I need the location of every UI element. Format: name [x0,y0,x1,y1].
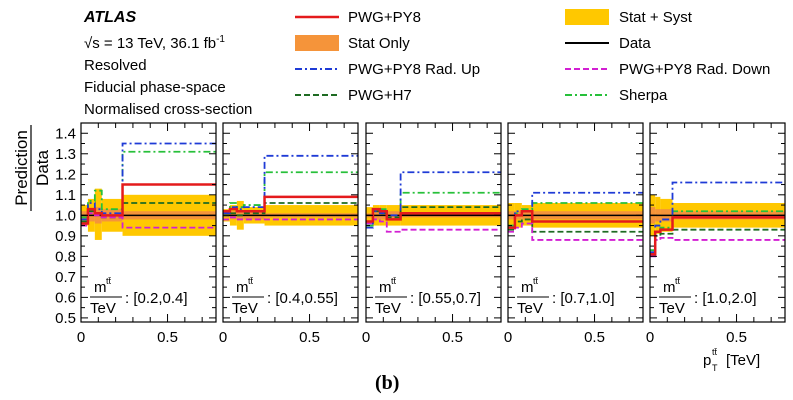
slice-range: : [0.55,0.7] [410,290,481,307]
slice-label: m tt̄ TeV : [0.2,0.4] [90,276,188,317]
legend-label-rad-up: PWG+PY8 Rad. Up [348,61,481,78]
legend-label-pwg-h7: PWG+H7 [348,87,412,104]
slice-var-sup: tt̄ [675,276,681,286]
slice-label: m tt̄ TeV : [0.4,0.55] [232,276,338,317]
x-axis-title-sub: T [712,363,718,373]
series-sherpa [366,191,501,227]
y-axis-title: Prediction Data [12,125,52,211]
panel-1: 0 0.5 m tt̄ TeV : [0.2,0.4] [77,122,217,346]
x-tick-label: 0.5 [584,329,605,346]
y-axis-title-bottom: Data [33,150,52,186]
series-pwg-h7 [650,228,785,254]
slice-var-top: m [521,279,534,296]
legend-label-stat-syst: Stat + Syst [619,9,692,26]
panel-4: 0 0.5 m tt̄ TeV : [0.7,1.0] [504,122,644,346]
y-tick-label: 1.4 [55,125,76,142]
slice-var-sup: tt̄ [106,276,112,286]
slice-var-top: m [663,279,676,296]
figure-caption: (b) [375,372,400,394]
panel-frame [80,122,217,323]
x-tick-label: 0.5 [726,329,747,346]
panel-5: 0 0.5 m tt̄ TeV : [1.0,2.0] [646,122,786,346]
slice-label: m tt̄ TeV : [1.0,2.0] [659,276,757,317]
panel-3: 0 0.5 m tt̄ TeV : [0.55,0.7] [362,122,502,346]
series-rad-down [366,218,501,233]
x-axis-title-main: p [703,352,711,369]
slice-range: : [1.0,2.0] [694,290,757,307]
y-tick-label: 1.0 [55,207,76,224]
slice-var-top: m [94,279,107,296]
legend-label-rad-down: PWG+PY8 Rad. Down [619,61,771,78]
slice-var-sup: tt̄ [391,276,397,286]
panel-frame [507,122,644,323]
x-axis-title-sup: tt̄ [712,347,718,357]
slice-var-top: m [236,279,249,296]
x-tick-label: 0 [646,329,654,346]
slice-range: : [0.4,0.55] [267,290,338,307]
legend-swatch-stat_syst [565,9,609,25]
slice-var-bottom: TeV [375,300,401,317]
slice-var-bottom: TeV [659,300,685,317]
panel-frame [222,122,359,323]
series-pwg-py8 [508,209,643,229]
slice-range: : [0.7,1.0] [552,290,615,307]
y-tick-label: 1.3 [55,146,76,163]
panel-plot-area [366,171,501,233]
legend-label-sherpa: Sherpa [619,87,668,104]
y-tick-label: 0.8 [55,248,76,265]
phase-space-label: Fiducial phase-space [84,79,226,96]
panel-plot-area [223,154,358,230]
x-tick-label: 0 [504,329,512,346]
x-tick-label: 0 [362,329,370,346]
x-axis-title-unit: [TeV] [726,352,760,369]
slice-var-bottom: TeV [232,300,258,317]
panel-plot-area [81,142,216,240]
y-tick-label: 0.6 [55,289,76,306]
slice-range: : [0.2,0.4] [125,290,188,307]
x-axis-title: p tt̄ T [TeV] [703,347,760,373]
normalisation-label: Normalised cross-section [84,101,253,118]
series-rad-down [508,222,643,241]
x-tick-label: 0.5 [299,329,320,346]
series-pwg-py8 [81,183,216,225]
series-pwg-py8 [650,216,785,256]
slice-var-top: m [379,279,392,296]
series-rad-up [650,181,785,254]
slice-var-sup: tt̄ [533,276,539,286]
panel-frame [649,122,786,323]
energy-label: √s = 13 TeV, 36.1 fb-1 [84,34,225,52]
legend-label-data: Data [619,35,651,52]
y-axis-title-top: Prediction [12,130,31,206]
x-tick-label: 0 [77,329,85,346]
y-tick-label: 1.2 [55,166,76,183]
x-tick-label: 0.5 [442,329,463,346]
legend-swatch-stat_only [295,35,339,51]
panel-plot-area [508,191,643,241]
y-tick-label: 1.1 [55,187,76,204]
series-pwg-h7 [508,218,643,233]
series-rad-down [650,236,785,258]
atlas-label: ATLAS [84,9,137,26]
slice-label: m tt̄ TeV : [0.7,1.0] [517,276,615,317]
legend-label-stat-only: Stat Only [348,35,410,52]
y-tick-label: 0.5 [55,310,76,327]
resolved-label: Resolved [84,57,147,74]
series-sherpa [223,171,358,213]
y-tick-label: 0.9 [55,228,76,245]
slice-var-bottom: TeV [90,300,116,317]
series-pwg-py8 [223,195,358,213]
panel-plot-area [650,181,785,258]
legend-label-pwg-py8: PWG+PY8 [348,9,421,26]
series-pwg-h7 [223,202,358,217]
panel-2: 0 0.5 m tt̄ TeV : [0.4,0.55] [219,122,359,346]
slice-var-bottom: TeV [517,300,543,317]
x-tick-label: 0.5 [157,329,178,346]
slice-label: m tt̄ TeV : [0.55,0.7] [375,276,481,317]
x-tick-label: 0 [219,329,227,346]
slice-var-sup: tt̄ [248,276,254,286]
y-tick-label: 0.7 [55,269,76,286]
panel-frame [365,122,502,323]
